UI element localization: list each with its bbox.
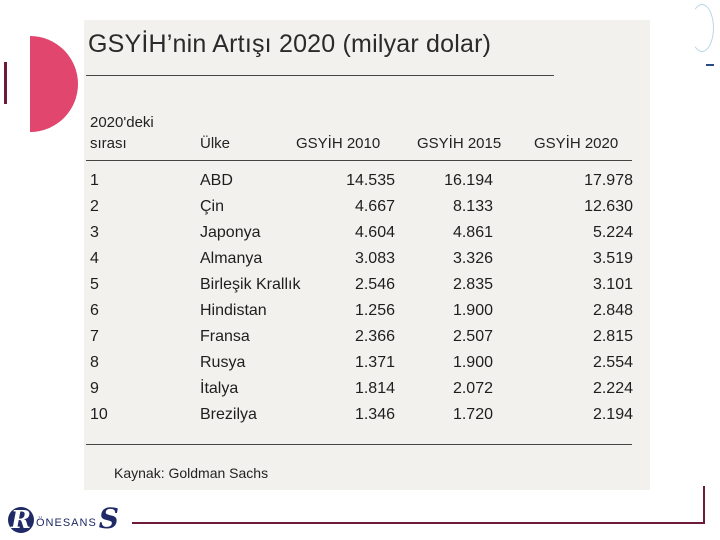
- logo-letter-s: S: [98, 502, 120, 535]
- cell-gdp-2010: 2.546: [354, 276, 395, 293]
- header-gdp-2010: GSYİH 2010: [296, 135, 381, 152]
- cell-country: Birleşik Krallık: [200, 276, 301, 293]
- logo-wordmark: ÖNESANS: [36, 517, 97, 529]
- table-bottom-rule: [86, 444, 632, 445]
- top-right-tick-mark: [706, 64, 714, 66]
- cell-country: Fransa: [200, 328, 250, 345]
- cell-rank: 7: [90, 328, 99, 345]
- pink-half-circle-decoration: [30, 36, 80, 132]
- header-country: Ülke: [200, 135, 231, 152]
- cell-country: Japonya: [200, 224, 261, 241]
- table-row: 3 Japonya 4.604 4.861 5.224: [0, 224, 720, 250]
- cell-gdp-2020: 2.848: [592, 302, 633, 319]
- cell-rank: 2: [90, 198, 99, 215]
- cell-gdp-2015: 1.900: [452, 302, 493, 319]
- cell-gdp-2020: 2.815: [592, 328, 633, 345]
- cell-gdp-2010: 2.366: [354, 328, 395, 345]
- cell-gdp-2010: 1.814: [354, 380, 395, 397]
- cell-rank: 8: [90, 354, 99, 371]
- cell-rank: 9: [90, 380, 99, 397]
- source-note: Kaynak: Goldman Sachs: [114, 465, 269, 481]
- cell-gdp-2020: 2.224: [592, 380, 633, 397]
- cell-gdp-2020: 12.630: [584, 198, 633, 215]
- cell-gdp-2015: 2.835: [452, 276, 493, 293]
- table-row: 10 Brezilya 1.346 1.720 2.194: [0, 406, 720, 432]
- cell-country: Brezilya: [200, 406, 257, 423]
- cell-gdp-2010: 1.346: [354, 406, 395, 423]
- table-row: 5 Birleşik Krallık 2.546 2.835 3.101: [0, 276, 720, 302]
- cell-gdp-2020: 2.554: [592, 354, 633, 371]
- header-gdp-2015: GSYİH 2015: [417, 135, 502, 152]
- table-row: 8 Rusya 1.371 1.900 2.554: [0, 354, 720, 380]
- cell-gdp-2010: 3.083: [354, 250, 395, 267]
- cell-country: Çin: [200, 198, 225, 215]
- table-row: 2 Çin 4.667 8.133 12.630: [0, 198, 720, 224]
- top-right-decoration: [690, 4, 714, 52]
- header-gdp-2020: GSYİH 2020: [534, 135, 619, 152]
- bottom-right-frame-line: [703, 486, 705, 524]
- table-row: 4 Almanya 3.083 3.326 3.519: [0, 250, 720, 276]
- cell-gdp-2015: 4.861: [452, 224, 493, 241]
- table-row: 9 İtalya 1.814 2.072 2.224: [0, 380, 720, 406]
- cell-rank: 4: [90, 250, 99, 267]
- cell-country: Almanya: [200, 250, 263, 267]
- cell-country: Rusya: [200, 354, 246, 371]
- cell-gdp-2010: 4.667: [354, 198, 395, 215]
- cell-gdp-2015: 2.507: [452, 328, 493, 345]
- cell-rank: 6: [90, 302, 99, 319]
- table-row: 7 Fransa 2.366 2.507 2.815: [0, 328, 720, 354]
- cell-rank: 3: [90, 224, 99, 241]
- logo-letter-r: R: [8, 507, 34, 533]
- cell-rank: 10: [90, 406, 108, 423]
- cell-gdp-2010: 1.256: [354, 302, 395, 319]
- cell-country: Hindistan: [200, 302, 267, 319]
- cell-gdp-2015: 1.720: [452, 406, 493, 423]
- cell-gdp-2010: 14.535: [346, 172, 395, 189]
- cell-gdp-2020: 17.978: [584, 172, 633, 189]
- header-rank-line2: sırası: [90, 135, 127, 152]
- cell-country: İtalya: [200, 380, 239, 397]
- cell-gdp-2020: 2.194: [592, 406, 633, 423]
- ronesans-logo: R ÖNESANS S: [8, 505, 119, 533]
- cell-gdp-2020: 3.519: [592, 250, 633, 267]
- left-accent-bar: [4, 62, 7, 104]
- cell-gdp-2015: 1.900: [452, 354, 493, 371]
- cell-gdp-2020: 5.224: [592, 224, 633, 241]
- cell-gdp-2015: 3.326: [452, 250, 493, 267]
- cell-rank: 1: [90, 172, 99, 189]
- cell-gdp-2010: 1.371: [354, 354, 395, 371]
- title-underline: [86, 75, 554, 76]
- cell-gdp-2010: 4.604: [354, 224, 395, 241]
- cell-country: ABD: [200, 172, 233, 189]
- cell-gdp-2015: 2.072: [452, 380, 493, 397]
- header-rank-line1: 2020'deki: [90, 114, 154, 131]
- bottom-frame-line: [132, 522, 704, 524]
- cell-gdp-2015: 8.133: [452, 198, 493, 215]
- table-row: 1 ABD 14.535 16.194 17.978: [0, 172, 720, 198]
- cell-gdp-2015: 16.194: [444, 172, 493, 189]
- cell-gdp-2020: 3.101: [592, 276, 633, 293]
- header-underline: [86, 160, 632, 161]
- scanned-page-background: [84, 20, 650, 490]
- table-title: GSYİH’nin Artışı 2020 (milyar dolar): [88, 30, 492, 58]
- table-row: 6 Hindistan 1.256 1.900 2.848: [0, 302, 720, 328]
- cell-rank: 5: [90, 276, 99, 293]
